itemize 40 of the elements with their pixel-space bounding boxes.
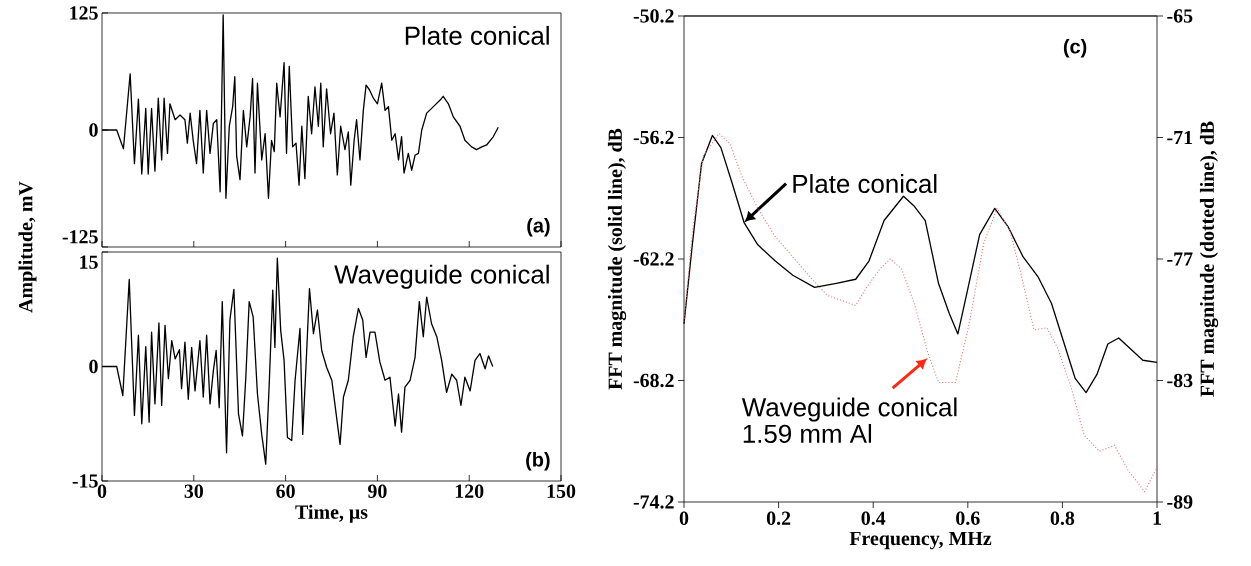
annotation: Plate conical (405, 25, 549, 45)
y-tick-label: -74.2 (633, 495, 674, 509)
y2-axis-title: FFT magnitude (dotted line), dB (1199, 121, 1219, 397)
y-axis-title: Amplitude, mV (18, 181, 37, 313)
x-axis-title: Frequency, MHz (849, 531, 992, 550)
annotation: (a) (527, 217, 550, 237)
annotation: (c) (1063, 38, 1087, 58)
x-tick-label: 0.6 (956, 511, 980, 526)
x-tick-label: 1 (1153, 511, 1161, 525)
x-tick-label: 120 (455, 484, 484, 498)
y-tick-label: 125 (70, 6, 98, 20)
y2-tick-label: -77 (1167, 252, 1193, 266)
x-tick-label: 150 (547, 484, 576, 498)
y-tick-label: -125 (62, 230, 98, 244)
y-tick-label: 0 (89, 359, 98, 374)
x-tick-label: 60 (276, 484, 295, 498)
annotation: (b) (526, 452, 550, 471)
annotation: 1.59 mm Al (743, 423, 872, 443)
y2-tick-label: -65 (1167, 9, 1193, 23)
x-tick-label: 0 (679, 511, 689, 525)
x-tick-label: 90 (367, 484, 387, 498)
x-tick-label: 0.2 (766, 511, 791, 526)
y-tick-label: -15 (72, 474, 98, 488)
x-tick-label: 0.8 (1050, 511, 1075, 526)
y-tick-label: -68.2 (633, 373, 674, 388)
y-tick-label: -62.2 (633, 252, 674, 266)
x-tick-label: 30 (184, 484, 203, 498)
y2-tick-label: -89 (1167, 495, 1193, 509)
x-axis-title: Time, μs (295, 504, 368, 523)
y-tick-label: 15 (80, 255, 98, 269)
annotation: Waveguide conical (741, 397, 957, 422)
annotation: Waveguide conical (334, 264, 549, 289)
y2-tick-label: -83 (1167, 373, 1193, 388)
x-tick-label: 0.4 (861, 511, 886, 526)
y2-tick-label: -71 (1167, 130, 1193, 145)
y-tick-label: 0 (89, 123, 98, 137)
annotation: Plate conical (793, 174, 937, 194)
y-tick-label: -56.2 (633, 130, 674, 145)
y-tick-label: -50.2 (633, 9, 674, 23)
y-axis-title: FFT magnitude (solid line), dB (607, 128, 627, 390)
